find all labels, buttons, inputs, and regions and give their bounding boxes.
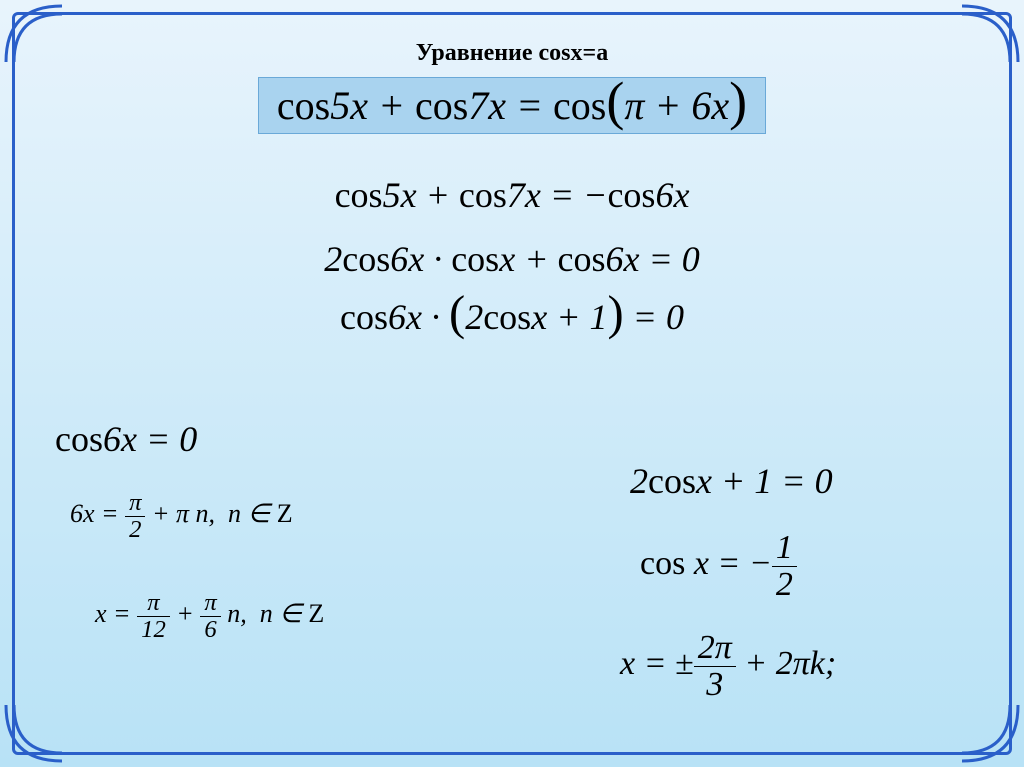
main-equation: cos5x + cos7x = cos(π + 6x)	[277, 83, 747, 128]
branch-right-eq: 2cosx + 1 = 0	[630, 461, 833, 501]
slide-title: Уравнение cosx=a	[50, 40, 974, 67]
step3: cos6x · (2cosx + 1) = 0	[340, 297, 684, 337]
slide-container: Уравнение cosx=a cos5x + cos7x = cos(π +…	[0, 0, 1024, 767]
branch-right-sol1: cos x = −12	[640, 545, 797, 582]
step2: 2cos6x · cosx + cos6x = 0	[324, 239, 700, 279]
step1: cos5x + cos7x = −cos6x	[335, 175, 690, 215]
corner-ornament-bl	[4, 703, 64, 763]
main-equation-box: cos5x + cos7x = cos(π + 6x)	[258, 77, 766, 134]
branch-left-sol1: 6x = π2 + π n, n ∈ Z	[70, 499, 293, 528]
branch-left-eq: cos6x = 0	[55, 419, 197, 459]
branch-left-sol2: x = π12 + π6 n, n ∈ Z	[95, 599, 324, 628]
branch-right-sol2: x = ±2π3 + 2πk;	[620, 645, 836, 682]
corner-ornament-br	[960, 703, 1020, 763]
